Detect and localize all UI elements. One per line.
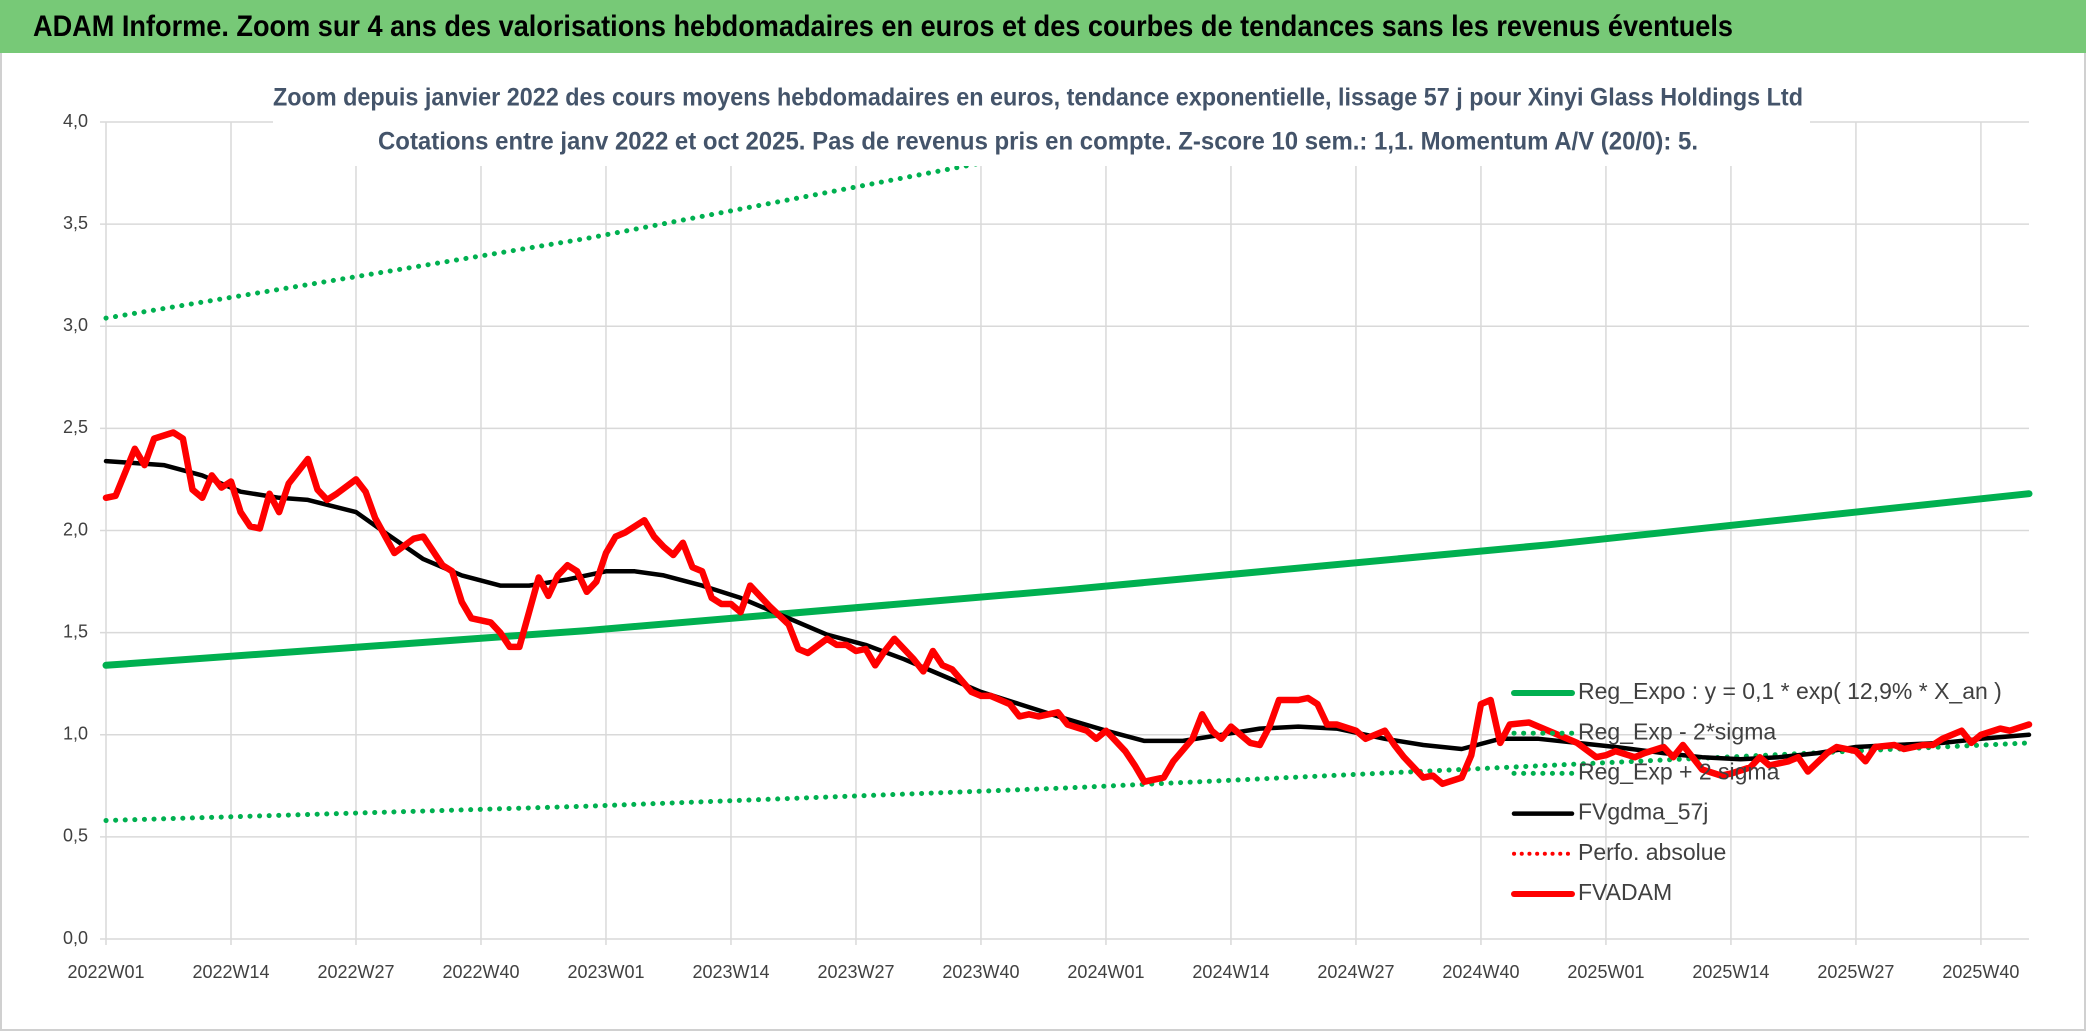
plot-lines [102,122,2033,823]
x-tick-label: 2023W14 [692,962,769,982]
legend-label: FVgdma_57j [1578,799,1708,825]
legend: Reg_Expo : y = 0,1 * exp( 12,9% * X_an )… [1511,678,2002,905]
x-tick-label: 2023W01 [567,962,644,982]
legend-label: Reg_Exp - 2*sigma [1578,718,1776,744]
title-box [273,80,1810,166]
x-tick-label: 2025W27 [1817,962,1894,982]
y-tick-label: 2,5 [63,417,88,437]
x-tick-label: 2024W40 [1442,962,1519,982]
x-tick-label: 2025W40 [1942,962,2019,982]
y-tick-label: 3,5 [63,213,88,233]
y-tick-label: 2,0 [63,519,88,539]
header-title: ADAM Informe. Zoom sur 4 ans des valoris… [33,10,1733,43]
x-tick-label: 2022W27 [317,962,394,982]
y-tick-label: 3,0 [63,315,88,335]
x-tick-label: 2023W27 [817,962,894,982]
header-bar [0,0,2086,53]
x-tick-label: 2024W01 [1067,962,1144,982]
legend-label: Reg_Expo : y = 0,1 * exp( 12,9% * X_an ) [1578,678,2002,704]
chart-title: Zoom depuis janvier 2022 des cours moyen… [273,84,1803,112]
legend-label: Perfo. absolue [1578,839,1726,865]
x-tick-label: 2022W14 [192,962,269,982]
x-tick-label: 2025W01 [1567,962,1644,982]
x-tick-label: 2024W14 [1192,962,1269,982]
x-tick-label: 2025W14 [1692,962,1769,982]
legend-label: Reg_Exp + 2 sigma [1578,758,1780,784]
y-tick-label: 0,0 [63,928,88,948]
x-tick-label: 2022W01 [67,962,144,982]
legend-label: FVADAM [1578,879,1672,905]
series-line [102,429,2033,788]
series-line [102,490,2033,669]
y-tick-label: 0,5 [63,826,88,846]
x-tick-label: 2023W40 [942,962,1019,982]
x-tick-label: 2022W40 [442,962,519,982]
y-tick-label: 1,5 [63,621,88,641]
x-tick-label: 2024W27 [1317,962,1394,982]
chart-subtitle: Cotations entre janv 2022 et oct 2025. P… [378,128,1698,156]
y-tick-label: 4,0 [63,111,88,131]
y-tick-label: 1,0 [63,724,88,744]
